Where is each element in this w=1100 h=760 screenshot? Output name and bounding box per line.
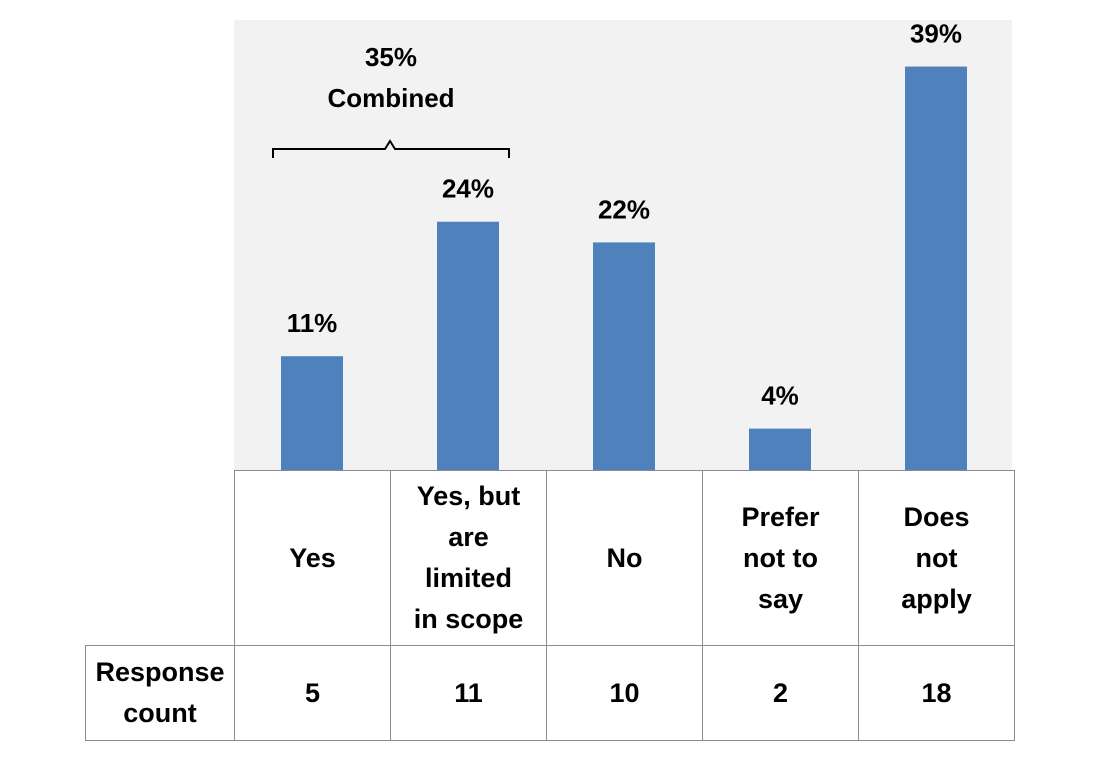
value-label-2: 22% — [598, 194, 650, 224]
response-count-cell: 18 — [858, 645, 1015, 741]
bar-2 — [593, 242, 655, 470]
category-line: Yes — [289, 542, 336, 573]
value-labels: 11% 24% 22% 4% 39% — [287, 19, 962, 411]
bar-0 — [281, 356, 343, 470]
category-cell: Does not apply — [858, 470, 1015, 646]
category-line: No — [606, 542, 643, 573]
bar-4 — [905, 66, 967, 470]
category-line: Does — [903, 501, 970, 532]
combined-annotation: 35% Combined — [272, 42, 510, 158]
annotation-line-2: Combined — [327, 83, 454, 113]
value-label-0: 11% — [287, 308, 338, 338]
category-cell: Yes, but are limited in scope — [390, 470, 547, 646]
category-cell: Prefer not to say — [702, 470, 859, 646]
category-line: apply — [901, 583, 972, 614]
category-line: Yes, but — [416, 481, 521, 511]
category-line: not to — [743, 542, 818, 573]
response-count-cell: 10 — [546, 645, 703, 741]
category-table: Yes Yes, but are limited in scope No Pre… — [85, 470, 1015, 741]
category-row: Yes Yes, but are limited in scope No Pre… — [86, 470, 1015, 646]
bar-1 — [437, 221, 499, 470]
category-cell: Yes — [234, 470, 391, 646]
category-line: Prefer — [741, 501, 820, 532]
value-label-1: 24% — [442, 174, 494, 204]
response-count-header: Response count — [85, 645, 235, 741]
bar-3 — [749, 428, 811, 470]
response-count-cell: 5 — [234, 645, 391, 741]
category-cell: No — [546, 470, 703, 646]
response-count-row: Response count 5 11 10 2 18 — [85, 645, 1015, 741]
annotation-brace — [272, 139, 510, 158]
category-line: in scope — [413, 604, 524, 634]
category-line: are — [448, 522, 489, 552]
annotation-line-1: 35% — [365, 42, 417, 72]
row-label-line: count — [123, 698, 197, 728]
bars — [281, 66, 967, 470]
category-line: limited — [424, 563, 512, 593]
bar-chart: 11% 24% 22% 4% 39% 35% Combined — [234, 19, 1012, 470]
row-label-line: Response — [95, 657, 225, 687]
response-count-cell: 2 — [702, 645, 859, 741]
value-label-4: 39% — [910, 19, 962, 49]
value-label-3: 4% — [761, 381, 799, 411]
category-line: not — [915, 542, 958, 573]
response-count-cell: 11 — [390, 645, 547, 741]
table-corner — [86, 471, 235, 646]
category-line: say — [757, 583, 804, 614]
